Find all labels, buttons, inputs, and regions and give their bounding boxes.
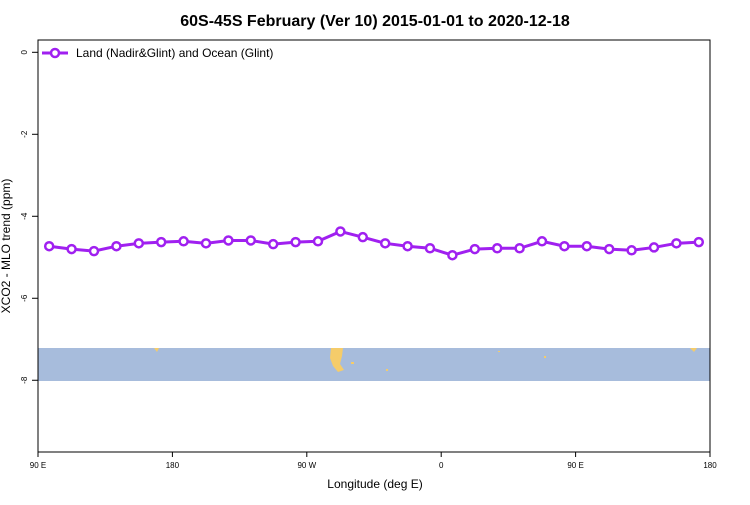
x-tick-label: 90 E [567, 461, 583, 470]
point [648, 242, 660, 253]
legend-label: Land (Nadir&Glint) and Ocean (Glint) [76, 46, 273, 60]
point [536, 236, 548, 247]
point [245, 235, 257, 246]
point [88, 245, 100, 257]
point [626, 245, 637, 256]
x-axis-label: Longitude (deg E) [327, 477, 422, 491]
point [267, 238, 279, 250]
legend-marker [49, 47, 61, 59]
y-tick-label: -2 [20, 130, 29, 138]
chart-title: 60S-45S February (Ver 10) 2015-01-01 to … [180, 13, 570, 30]
y-tick-label: -6 [20, 294, 29, 302]
y-tick-label: 0 [20, 50, 29, 55]
point [402, 240, 413, 252]
point [671, 238, 682, 249]
point [559, 240, 570, 252]
point [581, 240, 593, 252]
point [133, 238, 145, 249]
point [290, 236, 301, 248]
point [200, 238, 212, 249]
y-tick-label: -8 [20, 376, 29, 384]
point [447, 249, 458, 261]
point [335, 226, 346, 237]
y-axis-label: XCO2 - MLO trend (ppm) [0, 179, 13, 314]
point [357, 231, 369, 243]
point [379, 238, 391, 249]
plot-frame [37, 39, 711, 453]
point [424, 243, 436, 254]
series-line [49, 229, 699, 257]
x-tick-label: 0 [439, 461, 444, 470]
x-tick-label: 90 E [30, 461, 46, 470]
point [43, 240, 55, 252]
point [693, 236, 705, 248]
point [66, 243, 77, 255]
point [312, 236, 324, 247]
point [178, 236, 189, 247]
x-tick-label: 180 [703, 461, 717, 470]
x-tick-label: 180 [166, 461, 180, 470]
point [603, 243, 615, 255]
point [491, 243, 503, 254]
point [514, 243, 525, 254]
y-tick-label: -4 [20, 212, 29, 220]
point [155, 236, 167, 248]
point [111, 240, 122, 252]
point [223, 235, 234, 246]
point [469, 243, 481, 255]
map-strip [38, 348, 710, 381]
x-tick-label: 90 W [297, 461, 316, 470]
